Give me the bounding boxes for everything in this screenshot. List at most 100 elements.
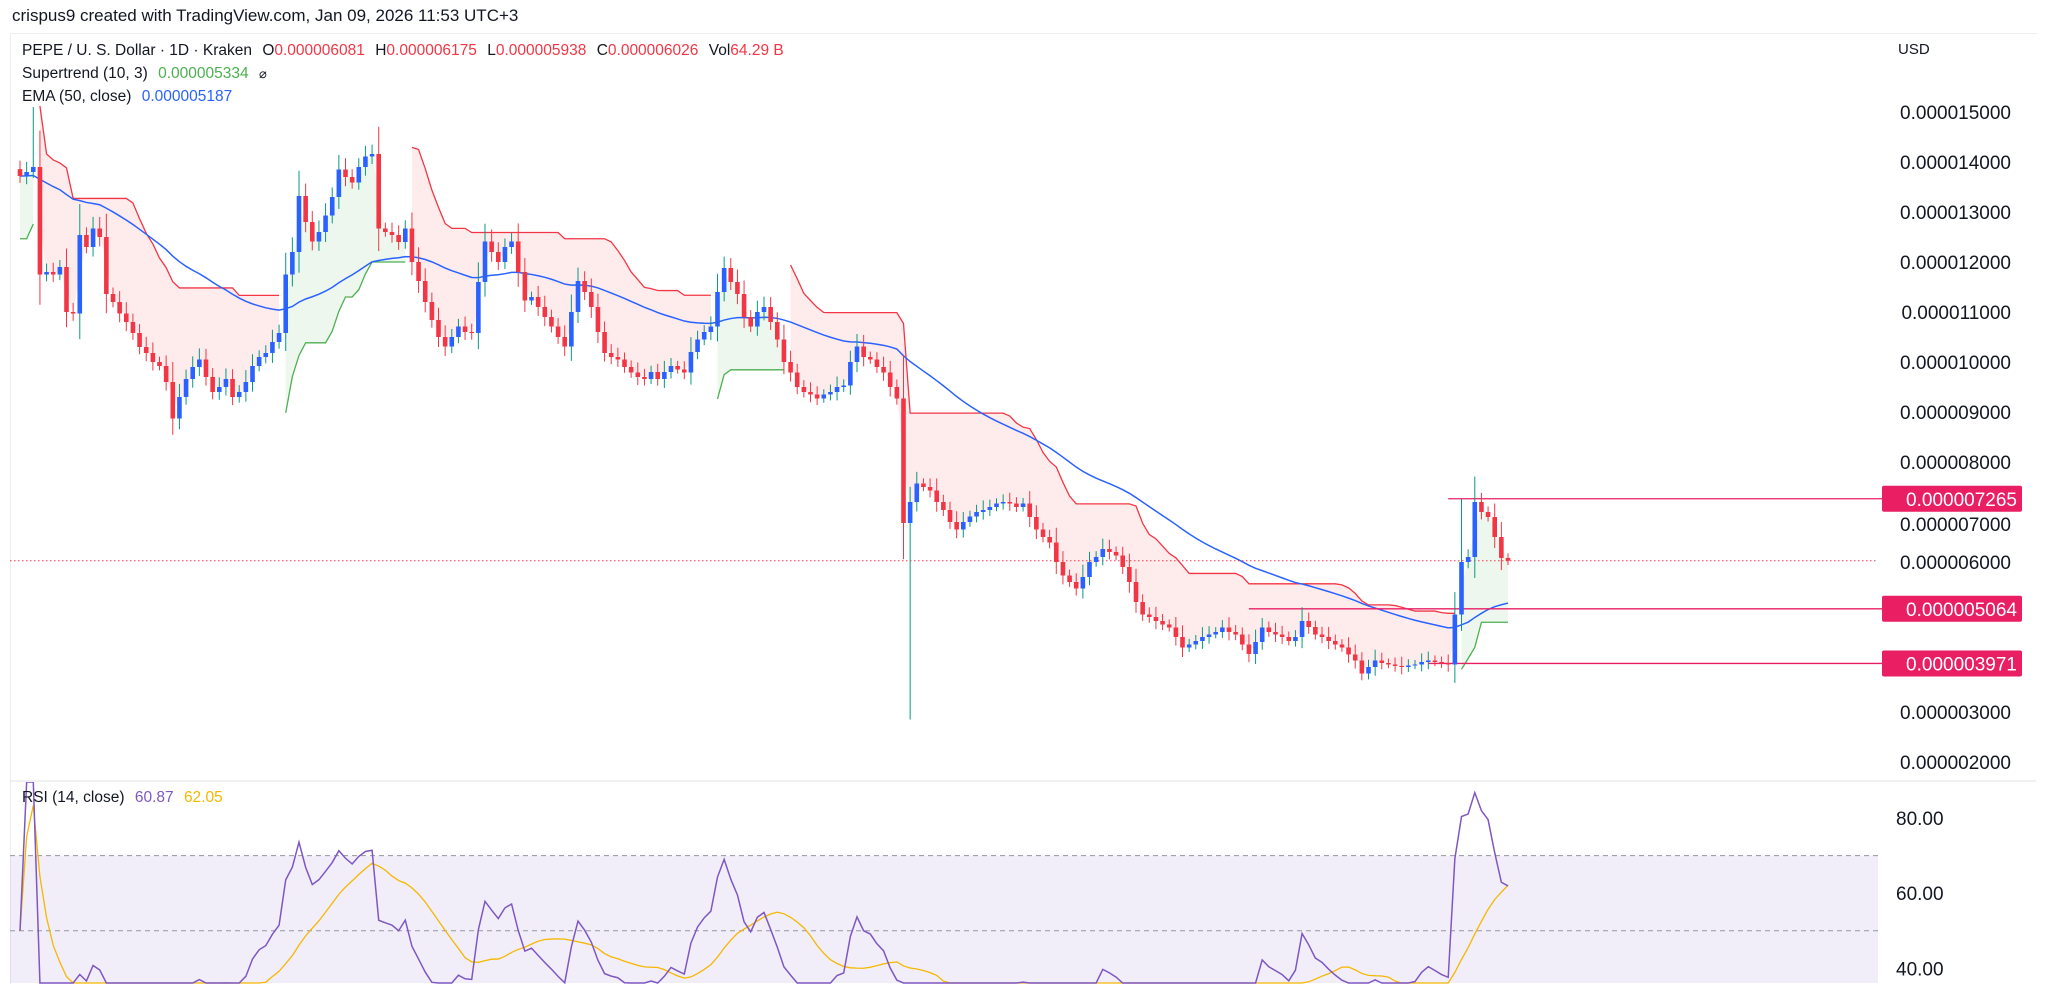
candle-body	[476, 282, 481, 333]
candle-body	[721, 268, 727, 292]
candle-body	[741, 294, 747, 317]
supertrend-up-fill	[20, 169, 34, 239]
candle-body	[748, 317, 754, 327]
candle-body	[396, 235, 401, 242]
candle-body	[329, 197, 335, 216]
candle-body	[901, 398, 906, 523]
candle-body	[137, 333, 142, 347]
candle-body	[728, 268, 734, 282]
candle-body	[1432, 660, 1438, 662]
level-price-box	[1882, 650, 2022, 677]
candle-body	[529, 297, 534, 301]
candle-body	[1127, 567, 1132, 582]
candle-body	[595, 307, 601, 332]
candle-body	[1306, 621, 1312, 627]
candle-body	[974, 512, 979, 517]
candle-body	[243, 382, 249, 392]
ema-legend[interactable]: EMA (50, close) 0.000005187	[22, 88, 238, 106]
volume-label: Vol	[708, 42, 731, 59]
open-value: 0.000006081	[274, 42, 365, 59]
chart-credit: crispus9 created with TradingView.com, J…	[12, 6, 519, 25]
candle-body	[1133, 582, 1139, 602]
candle-body	[715, 292, 720, 327]
candle-body	[1213, 632, 1219, 635]
candle-body	[409, 228, 415, 262]
candle-body	[256, 357, 262, 366]
candle-body	[801, 387, 807, 392]
currency-label[interactable]: USD	[1898, 41, 1930, 58]
candle-body	[1419, 662, 1424, 665]
candle-body	[210, 377, 215, 392]
candle-body	[236, 392, 242, 397]
candle-body	[1352, 654, 1358, 661]
candle-body	[867, 357, 873, 360]
ema-path	[19, 174, 1509, 629]
candle-body	[97, 228, 103, 237]
ohlc-close: C0.000006026	[597, 42, 699, 59]
candle-body	[642, 377, 647, 379]
horizontal-levels[interactable]: 0.000007265 0.000005064 0.000003971	[10, 485, 2022, 677]
supertrend-line	[20, 105, 1508, 670]
candle-body	[303, 196, 308, 222]
candle-body	[1439, 662, 1444, 664]
candle-body	[934, 490, 940, 502]
candle-body	[30, 167, 36, 172]
candle-body	[343, 169, 348, 177]
candle-body	[296, 196, 302, 252]
symbol-title[interactable]: PEPE / U. S. Dollar · 1D · Kraken	[22, 42, 252, 59]
candle-body	[436, 320, 441, 337]
candle-body	[1293, 637, 1298, 641]
candle-body	[422, 281, 428, 302]
volume: Vol64.29 B	[709, 42, 784, 59]
candle-body	[250, 366, 255, 382]
candle-body	[1479, 502, 1484, 512]
hidden-eye-slash-icon[interactable]: ⌀	[258, 66, 267, 81]
candle-body	[70, 312, 76, 314]
candle-body	[489, 241, 494, 252]
candle-body	[190, 367, 196, 379]
candle-body	[316, 232, 322, 242]
rsi-lines	[19, 782, 1509, 984]
candle-body	[429, 302, 435, 320]
candle-body	[914, 483, 920, 502]
price-tick-label: 0.000011000	[1901, 303, 2011, 324]
candle-body	[1093, 557, 1099, 562]
candle-body	[57, 267, 63, 275]
supertrend-down-fill	[39, 105, 280, 408]
candle-body	[449, 337, 455, 347]
candle-body	[502, 247, 508, 262]
candle-body	[1379, 660, 1385, 663]
candle-body	[1186, 644, 1192, 648]
price-axis[interactable]: 0.000015000 0.000014000 0.000013000 0.00001…	[1900, 103, 2011, 774]
candle-body	[941, 502, 946, 510]
candle-body	[157, 362, 162, 366]
candle-body	[495, 252, 501, 262]
rsi-value: 60.87	[134, 789, 174, 806]
candle-body	[50, 272, 56, 275]
candle-body	[841, 385, 847, 387]
candle-body	[1000, 502, 1006, 504]
candle-body	[110, 294, 116, 302]
rsi-axis[interactable]: 80.00 60.00 40.00	[1896, 809, 1944, 980]
candle-body	[336, 169, 342, 197]
candle-body	[1459, 562, 1464, 615]
candle-body	[1180, 637, 1185, 648]
ohlc-low: L0.000005938	[487, 42, 586, 59]
candle-body	[64, 267, 69, 312]
candle-body	[263, 353, 269, 357]
ema-value: 0.000005187	[141, 88, 233, 105]
rsi-band-fill	[10, 855, 1878, 983]
candle-body	[37, 167, 43, 275]
candle-body	[1505, 557, 1511, 561]
price-tick-label: 0.000007000	[1900, 515, 2011, 536]
candle-body	[383, 228, 388, 232]
candle-body	[848, 362, 853, 386]
rsi-legend[interactable]: RSI (14, close) 60.87 62.05	[22, 789, 229, 807]
supertrend-legend[interactable]: Supertrend (10, 3) 0.000005334 ⌀	[22, 65, 273, 83]
candle-body	[648, 372, 654, 379]
candle-body	[90, 228, 96, 247]
supertrend-fill	[20, 105, 1508, 671]
candle-body	[967, 516, 973, 522]
candle-body	[1053, 542, 1059, 562]
